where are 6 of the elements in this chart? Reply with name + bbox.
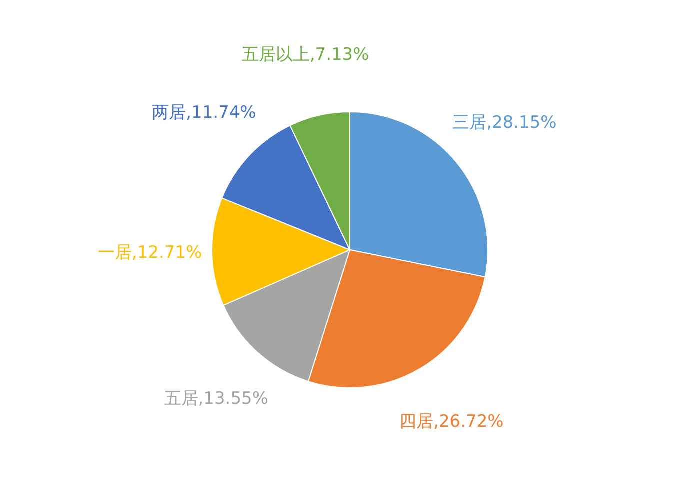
slice-label: 五居,13.55% — [164, 388, 268, 409]
slice-label: 两居,11.74% — [152, 103, 256, 124]
slice-label: 一居,12.71% — [98, 242, 202, 263]
slice-label: 三居,28.15% — [452, 113, 557, 134]
slice-label: 四居,26.72% — [400, 412, 504, 432]
slice-label: 五居以上,7.13% — [242, 44, 370, 65]
